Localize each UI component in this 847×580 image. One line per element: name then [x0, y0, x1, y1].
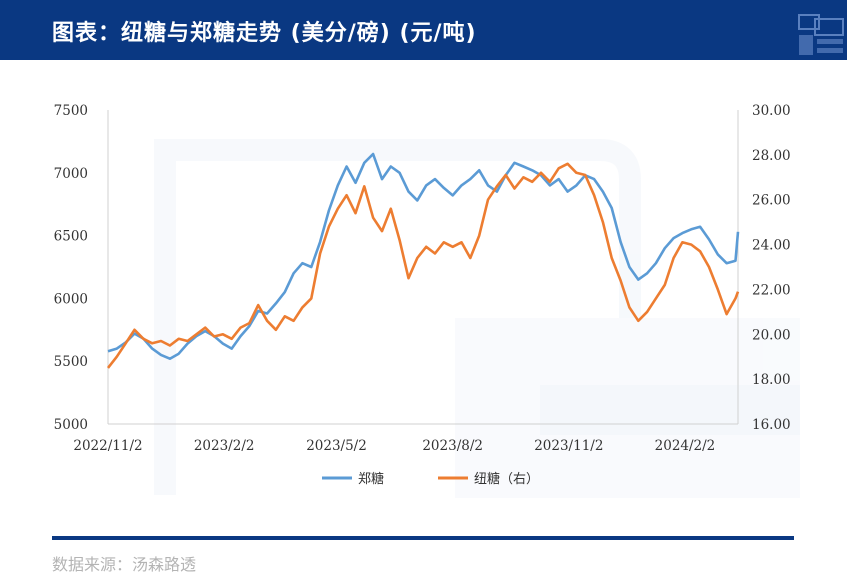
watermark [154, 139, 800, 498]
y-left-tick-label: 6000 [54, 291, 88, 307]
y-left-tick-label: 5500 [54, 354, 88, 370]
y-right-tick-label: 24.00 [752, 238, 791, 254]
y-right-tick-label: 26.00 [752, 193, 791, 209]
x-tick-label: 2023/8/2 [422, 438, 483, 454]
x-tick-label: 2024/2/2 [655, 438, 716, 454]
bottom-divider [52, 536, 794, 540]
legend-label: 纽糖（右） [474, 471, 539, 487]
title-bar: 图表：纽糖与郑糖走势 (美分/磅) (元/吨) [0, 0, 847, 60]
brand-logo-icon [798, 14, 844, 55]
y-left-tick-label: 6500 [54, 229, 88, 245]
page-title: 图表：纽糖与郑糖走势 (美分/磅) (元/吨) [52, 21, 477, 46]
x-tick-label: 2023/5/2 [306, 438, 367, 454]
y-right-tick-label: 20.00 [752, 327, 791, 343]
legend-label: 郑糖 [358, 471, 384, 487]
series-line-2 [106, 162, 740, 369]
y-right-tick-label: 30.00 [752, 103, 791, 119]
chart-area: 5000 5500 6000 6500 7000 7500 16.00 18.00 20.00 2… [0, 60, 847, 520]
y-left-tick-label: 7000 [54, 166, 88, 182]
y-right-tick-label: 16.00 [752, 417, 791, 433]
y-right-tick-label: 22.00 [752, 282, 791, 298]
x-tick-label: 2022/11/2 [73, 438, 142, 454]
y-right-tick-label: 18.00 [752, 372, 791, 388]
y-right-tick-label: 28.00 [752, 148, 791, 164]
y-left-tick-label: 7500 [54, 103, 88, 119]
x-tick-label: 2023/2/2 [194, 438, 255, 454]
y-left-tick-label: 5000 [54, 417, 88, 433]
data-source-note: 数据来源：汤森路透 [52, 555, 197, 574]
sugar-price-chart: 5000 5500 6000 6500 7000 7500 16.00 18.00 20.00 2… [54, 103, 800, 498]
legend: 郑糖 纽糖（右） [322, 471, 539, 487]
x-tick-label: 2023/11/2 [534, 438, 603, 454]
